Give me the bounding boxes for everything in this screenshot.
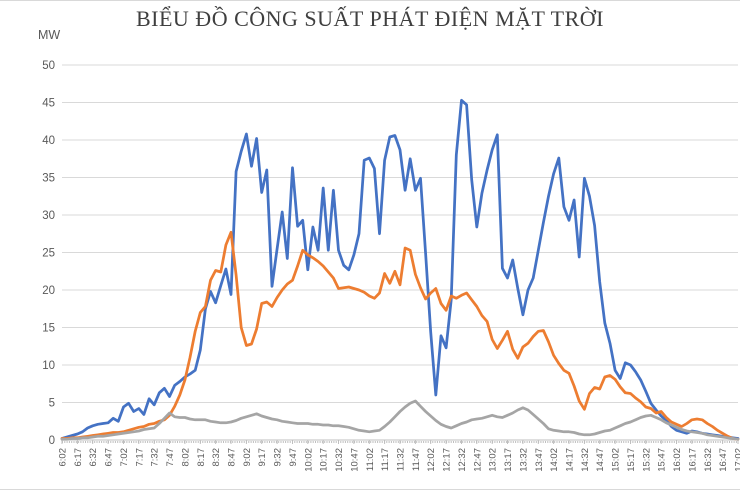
x-axis-tick-label: 6:47 [104,448,115,467]
y-axis-tick-label: 10 [42,360,55,372]
x-axis-tick-label: 16:02 [672,448,683,472]
x-axis-tick-label: 15:02 [611,448,622,472]
x-axis-tick-label: 14:17 [565,448,576,472]
series-line-orange [60,230,740,441]
x-axis-tick-label: 14:47 [595,448,606,472]
y-axis-tick-label: 25 [42,248,55,260]
x-axis-tick-label: 16:47 [718,448,729,472]
y-axis-tick-label: 40 [42,135,55,147]
x-axis-tick-label: 8:47 [227,448,238,467]
y-axis-tick-label: 30 [42,210,55,222]
x-axis-tick-label: 7:32 [150,448,161,467]
y-axis-unit-label: MW [38,28,61,42]
x-axis-tick-label: 6:32 [88,448,99,467]
x-axis-tick-label: 15:32 [641,448,652,472]
y-axis-tick-label: 5 [49,398,55,410]
x-axis-tick-label: 9:32 [273,448,284,467]
x-axis-tick-label: 15:47 [657,448,668,472]
x-axis-tick-label: 15:17 [626,448,637,472]
x-axis-tick-label: 14:02 [549,448,560,472]
chart-title: BIỂU ĐỒ CÔNG SUẤT PHÁT ĐIỆN MẶT TRỜI [135,6,604,31]
x-axis-tick-label: 12:17 [442,448,453,472]
x-axis-tick-label: 11:47 [411,448,422,471]
x-axis-tick-label: 9:47 [288,448,299,467]
x-axis-tick-label: 10:47 [349,448,360,472]
y-axis-tick-label: 45 [42,98,55,110]
y-axis-tick-label: 15 [42,323,55,335]
x-axis-tick-label: 12:02 [426,448,437,472]
x-axis-tick-label: 9:02 [242,448,253,467]
x-axis-tick-label: 11:02 [365,448,376,471]
x-axis-tick-label: 10:17 [319,448,330,472]
x-axis-tick-label: 8:17 [196,448,207,467]
x-axis-tick-label: 14:32 [580,448,591,472]
x-axis-tick-label: 13:32 [518,448,529,472]
x-axis-tick-label: 12:32 [457,448,468,472]
x-axis-tick-label: 7:02 [119,448,130,467]
x-axis-tick-label: 8:32 [211,448,222,467]
x-axis-tick-label: 6:02 [58,448,69,467]
x-axis-tick-label: 13:17 [503,448,514,472]
y-axis-tick-label: 20 [42,285,55,297]
series-line-blue [60,98,740,440]
x-axis-tick-label: 7:17 [134,448,145,467]
series-line-gray [60,399,740,441]
y-axis-tick-label: 0 [49,435,55,447]
top-border-line [0,0,740,1]
x-axis-tick-label: 11:32 [396,448,407,471]
bottom-border-line [0,489,740,490]
x-axis-tick-label: 17:02 [734,448,740,472]
x-axis-tick-label: 13:47 [534,448,545,472]
x-axis-tick-label: 13:02 [488,448,499,472]
x-axis-tick-label: 10:02 [303,448,314,472]
x-axis-tick-label: 12:47 [472,448,483,472]
x-axis-tick-label: 6:17 [73,448,84,467]
x-axis-tick-label: 7:47 [165,448,176,467]
x-axis-tick-label: 9:17 [257,448,268,467]
x-axis-tick-label: 10:32 [334,448,345,472]
x-axis-tick-label: 16:32 [703,448,714,472]
x-axis-tick-label: 8:02 [180,448,191,467]
y-axis-tick-label: 50 [42,60,55,72]
x-axis-tick-label: 16:17 [687,448,698,472]
y-axis-tick-label: 35 [42,173,55,185]
x-axis-tick-label: 11:17 [380,448,391,471]
